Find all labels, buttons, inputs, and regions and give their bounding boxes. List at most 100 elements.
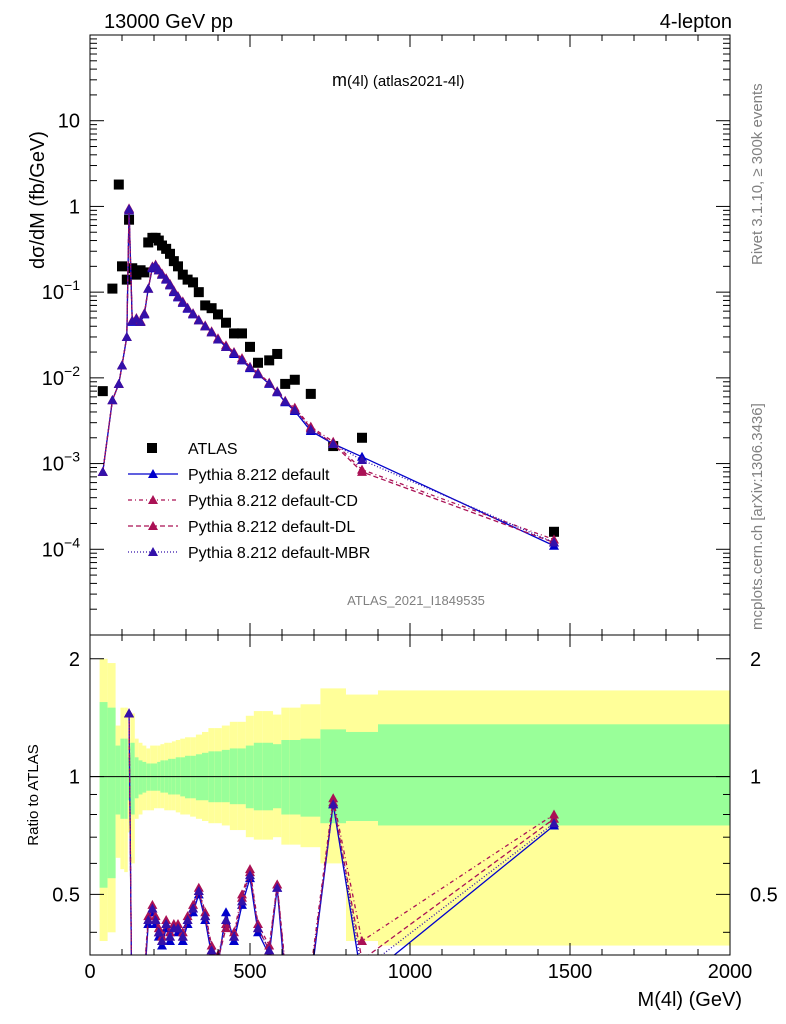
x-tick-label: 500 [233,961,266,983]
series-marker [280,396,291,406]
ratio-y-tick-label-right: 1 [750,767,761,789]
ratio-marker [139,971,149,980]
series-marker [165,279,175,289]
band-inner-bin [115,745,121,815]
ratio-marker [139,976,149,985]
series-pythia-8-212-default-mbr [97,204,559,547]
series-marker [272,386,283,396]
ratio-y-tick-label: 0.5 [52,884,80,906]
series-marker [289,405,300,415]
ratio-marker [290,971,300,980]
data-point [253,357,263,368]
legend-marker [147,443,157,453]
band-inner-bin [107,707,116,879]
legend-label: ATLAS [188,441,238,458]
ratio-marker [150,915,161,925]
data-point [245,341,255,352]
band-inner-bin [142,761,147,793]
ratio-marker [139,965,149,974]
legend-marker [148,469,158,478]
data-point [213,309,223,320]
ratio-marker [143,915,154,925]
ratio-marker [290,965,300,974]
ratio-plot-area [90,708,730,985]
ratio-marker [306,971,316,980]
band-inner-bin [378,724,730,826]
ratio-marker [157,940,167,950]
data-point [173,261,183,272]
main-plot-area [97,179,559,550]
band-inner-bin [146,763,151,791]
series-marker [157,269,167,279]
ratio-marker [221,907,231,917]
legend-marker [148,495,158,504]
data-point [121,274,132,285]
plot-title-main: m [332,70,347,90]
ratio-marker [549,818,559,828]
ratio-marker [200,911,211,921]
legend-item: Pythia 8.212 default-CD [128,493,358,510]
data-point [188,277,199,288]
ratio-marker [182,915,193,925]
ratio-marker [213,960,223,969]
data-point [549,526,559,537]
header-right: 4-lepton [660,11,732,33]
data-point [107,283,118,294]
ratio-marker [357,976,367,985]
data-point [200,300,211,311]
legend-label: Pythia 8.212 default-DL [188,519,355,536]
series-marker [357,466,367,476]
ratio-marker [306,976,316,985]
ratio-marker [306,971,316,980]
legend-label: Pythia 8.212 default-CD [188,493,358,510]
x-tick-label: 2000 [708,961,753,983]
band-inner-bin [99,702,108,888]
legend-marker [148,547,158,556]
ratio-marker [217,954,219,955]
data-point [97,386,108,397]
ratio-marker [221,915,231,925]
series-marker [168,286,179,296]
ratio-marker [217,954,219,955]
series-marker [124,204,135,214]
data-point [280,378,291,389]
ratio-marker [264,945,275,955]
data-point [221,317,231,328]
ratio-marker [165,931,175,941]
ratio-marker [328,799,339,809]
ratio-marker [280,960,290,969]
ratio-y-tick-label-right: 0.5 [750,884,778,906]
data-point [139,267,150,278]
ratio-marker [253,923,263,933]
band-inner-bin [130,742,135,815]
series-marker [193,315,204,325]
mcplots-label: mcplots.cern.ch [arXiv:1306.3436] [749,403,766,630]
ratio-marker [193,886,204,896]
ratio-marker [229,931,239,941]
legend: ATLAS Pythia 8.212 default Pythia 8.212 de… [128,441,370,562]
legend-label: Pythia 8.212 default [188,467,330,484]
band-inner-bin [154,763,158,791]
ratio-marker [173,923,183,933]
band-inner-bin [221,749,230,803]
ratio-marker [264,940,275,950]
y-tick-label: 10−2 [42,363,80,390]
data-point [165,248,175,259]
ratio-marker [188,903,199,913]
y-tick-label: 10 [58,111,80,133]
series-marker [549,537,559,547]
series-marker [206,327,217,337]
band-inner-bin [120,738,125,819]
ratio-y-tick-label-right: 2 [750,649,761,671]
y-tick-label: 10−1 [42,277,80,304]
ratio-marker [237,896,247,906]
band-inner-bin [150,763,154,791]
ratio-marker [206,940,217,950]
ratio-marker [280,971,290,980]
ratio-marker [290,971,300,980]
series-marker [245,362,255,372]
band-inner-bin [300,738,321,817]
data-point [117,261,127,272]
series-marker [221,341,231,351]
